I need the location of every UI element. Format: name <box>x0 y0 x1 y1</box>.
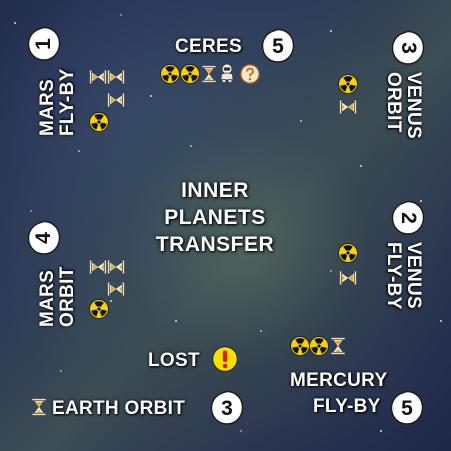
label-line: MARS <box>37 269 58 327</box>
label-venus-orbit: VENUS ORBIT <box>383 72 424 139</box>
hourglass-icon <box>201 65 217 83</box>
badge-venus-flyby: 2 <box>391 200 425 236</box>
radiation-icon <box>89 112 109 132</box>
hourglass-icon <box>107 259 125 275</box>
radiation-icon <box>290 336 310 356</box>
radiation-icon <box>160 64 180 84</box>
astronaut-icon <box>217 63 237 83</box>
label-mars-orbit: MARS ORBIT <box>37 266 78 327</box>
label-line: MARS <box>37 78 58 136</box>
cost-mars-orbit: 4 <box>32 232 55 244</box>
badge-earth-orbit: 3 <box>210 390 244 426</box>
badge-ceres: 5 <box>261 28 295 64</box>
label-mars-flyby: MARS FLY-BY <box>37 68 78 136</box>
badge-venus-orbit: 3 <box>391 30 425 66</box>
card-title: INNER PLANETS TRANSFER <box>130 178 300 259</box>
cost-venus-orbit: 3 <box>397 42 420 54</box>
label-line: ORBIT <box>56 266 78 327</box>
exclamation-icon <box>212 346 238 372</box>
question-icon <box>240 64 260 84</box>
radiation-icon <box>338 74 358 94</box>
badge-mercury-flyby: 5 <box>390 390 424 426</box>
label-line: VENUS <box>403 242 424 309</box>
badge-mars-flyby: 1 <box>27 26 61 62</box>
cost-earth-orbit: 3 <box>221 397 233 420</box>
label-ceres: CERES <box>175 36 242 57</box>
cost-venus-flyby: 2 <box>397 212 420 224</box>
label-lost: LOST <box>148 350 200 371</box>
label-line: FLY-BY <box>383 242 405 310</box>
label-line: FLY-BY <box>56 68 78 136</box>
hourglass-icon <box>339 270 357 286</box>
label-mercury-flyby-line2: FLY-BY <box>313 396 381 417</box>
radiation-icon <box>180 64 200 84</box>
hourglass-icon <box>107 92 125 108</box>
badge-mars-orbit: 4 <box>27 220 61 256</box>
label-mercury-flyby-line1: MERCURY <box>290 370 388 391</box>
hourglass-icon <box>31 398 47 416</box>
label-venus-flyby: VENUS FLY-BY <box>383 242 424 310</box>
hourglass-icon <box>89 259 107 275</box>
hourglass-icon <box>339 99 357 115</box>
hourglass-icon <box>107 69 125 85</box>
hourglass-icon <box>330 337 346 355</box>
hourglass-icon <box>107 281 125 297</box>
radiation-icon <box>309 336 329 356</box>
label-line: VENUS <box>403 72 424 139</box>
radiation-icon <box>89 299 109 319</box>
label-line: ORBIT <box>383 72 405 133</box>
card-title-line: INNER <box>181 179 249 202</box>
cost-ceres: 5 <box>272 35 284 58</box>
cost-mercury-flyby: 5 <box>401 397 413 420</box>
hourglass-icon <box>89 69 107 85</box>
radiation-icon <box>338 243 358 263</box>
cost-mars-flyby: 1 <box>32 38 55 50</box>
card-title-line: PLANETS <box>164 205 266 229</box>
label-earth-orbit: EARTH ORBIT <box>52 398 186 419</box>
card-title-line: TRANSFER <box>155 232 275 256</box>
